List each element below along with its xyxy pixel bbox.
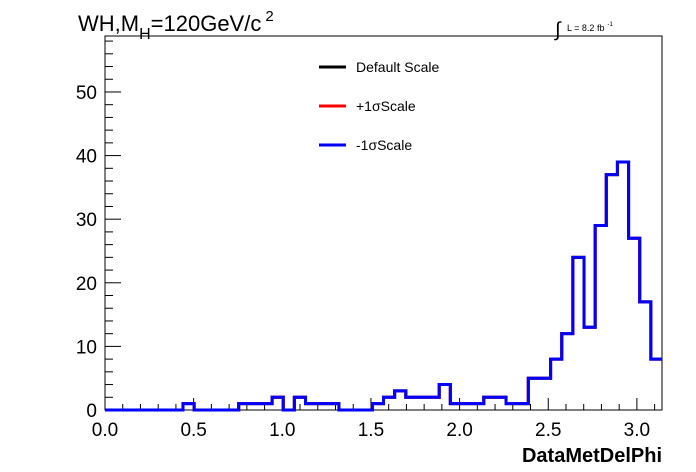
title-superscript: 2 <box>265 8 273 25</box>
x-axis-label: DataMetDelPhi <box>522 445 662 467</box>
chart-title: WH,MH=120GeV/c 2 <box>78 8 274 43</box>
legend-label: +1σScale <box>356 98 416 114</box>
histogram-series <box>105 160 662 412</box>
legend: Default Scale +1σScale -1σScale <box>319 59 439 153</box>
lumi-text: L = 8.2 fb <box>567 23 604 33</box>
title-subscript: H <box>139 26 151 43</box>
y-axis-ticks: 0 10 20 30 40 50 <box>76 40 121 422</box>
y-tick-label: 50 <box>76 83 97 104</box>
series-line-1 <box>105 160 662 412</box>
x-tick-label: 0.5 <box>180 420 206 441</box>
svg-text:WH,MH=120GeV/c2: WH,MH=120GeV/c 2 <box>78 8 274 43</box>
x-tick-label: 0.0 <box>92 420 118 441</box>
y-tick-label: 0 <box>86 401 97 422</box>
integral-symbol: ∫ <box>554 19 562 41</box>
series-line-2 <box>105 160 662 412</box>
lumi-superscript: -1 <box>607 22 613 28</box>
svg-text:L = 8.2 fb-1: L = 8.2 fb -1 <box>567 22 613 33</box>
plot-frame <box>104 35 663 411</box>
y-tick-label: 30 <box>76 210 97 231</box>
title-rest: =120GeV/c <box>151 11 262 36</box>
y-tick-label: 40 <box>76 147 97 168</box>
legend-label: -1σScale <box>356 137 412 153</box>
luminosity-label: ∫ L = 8.2 fb -1 <box>554 19 613 41</box>
x-tick-label: 1.0 <box>269 420 295 441</box>
x-tick-label: 2.0 <box>446 420 472 441</box>
title-main: WH,M <box>78 11 139 36</box>
y-tick-label: 10 <box>76 337 97 358</box>
x-axis-ticks: 0.0 0.5 1.0 1.5 2.0 2.5 3.0 <box>92 398 656 441</box>
x-tick-label: 1.5 <box>358 420 384 441</box>
x-tick-label: 2.5 <box>535 420 561 441</box>
series-line-0 <box>105 160 662 412</box>
x-tick-label: 3.0 <box>624 420 650 441</box>
y-tick-label: 20 <box>76 274 97 295</box>
legend-label: Default Scale <box>356 59 439 75</box>
